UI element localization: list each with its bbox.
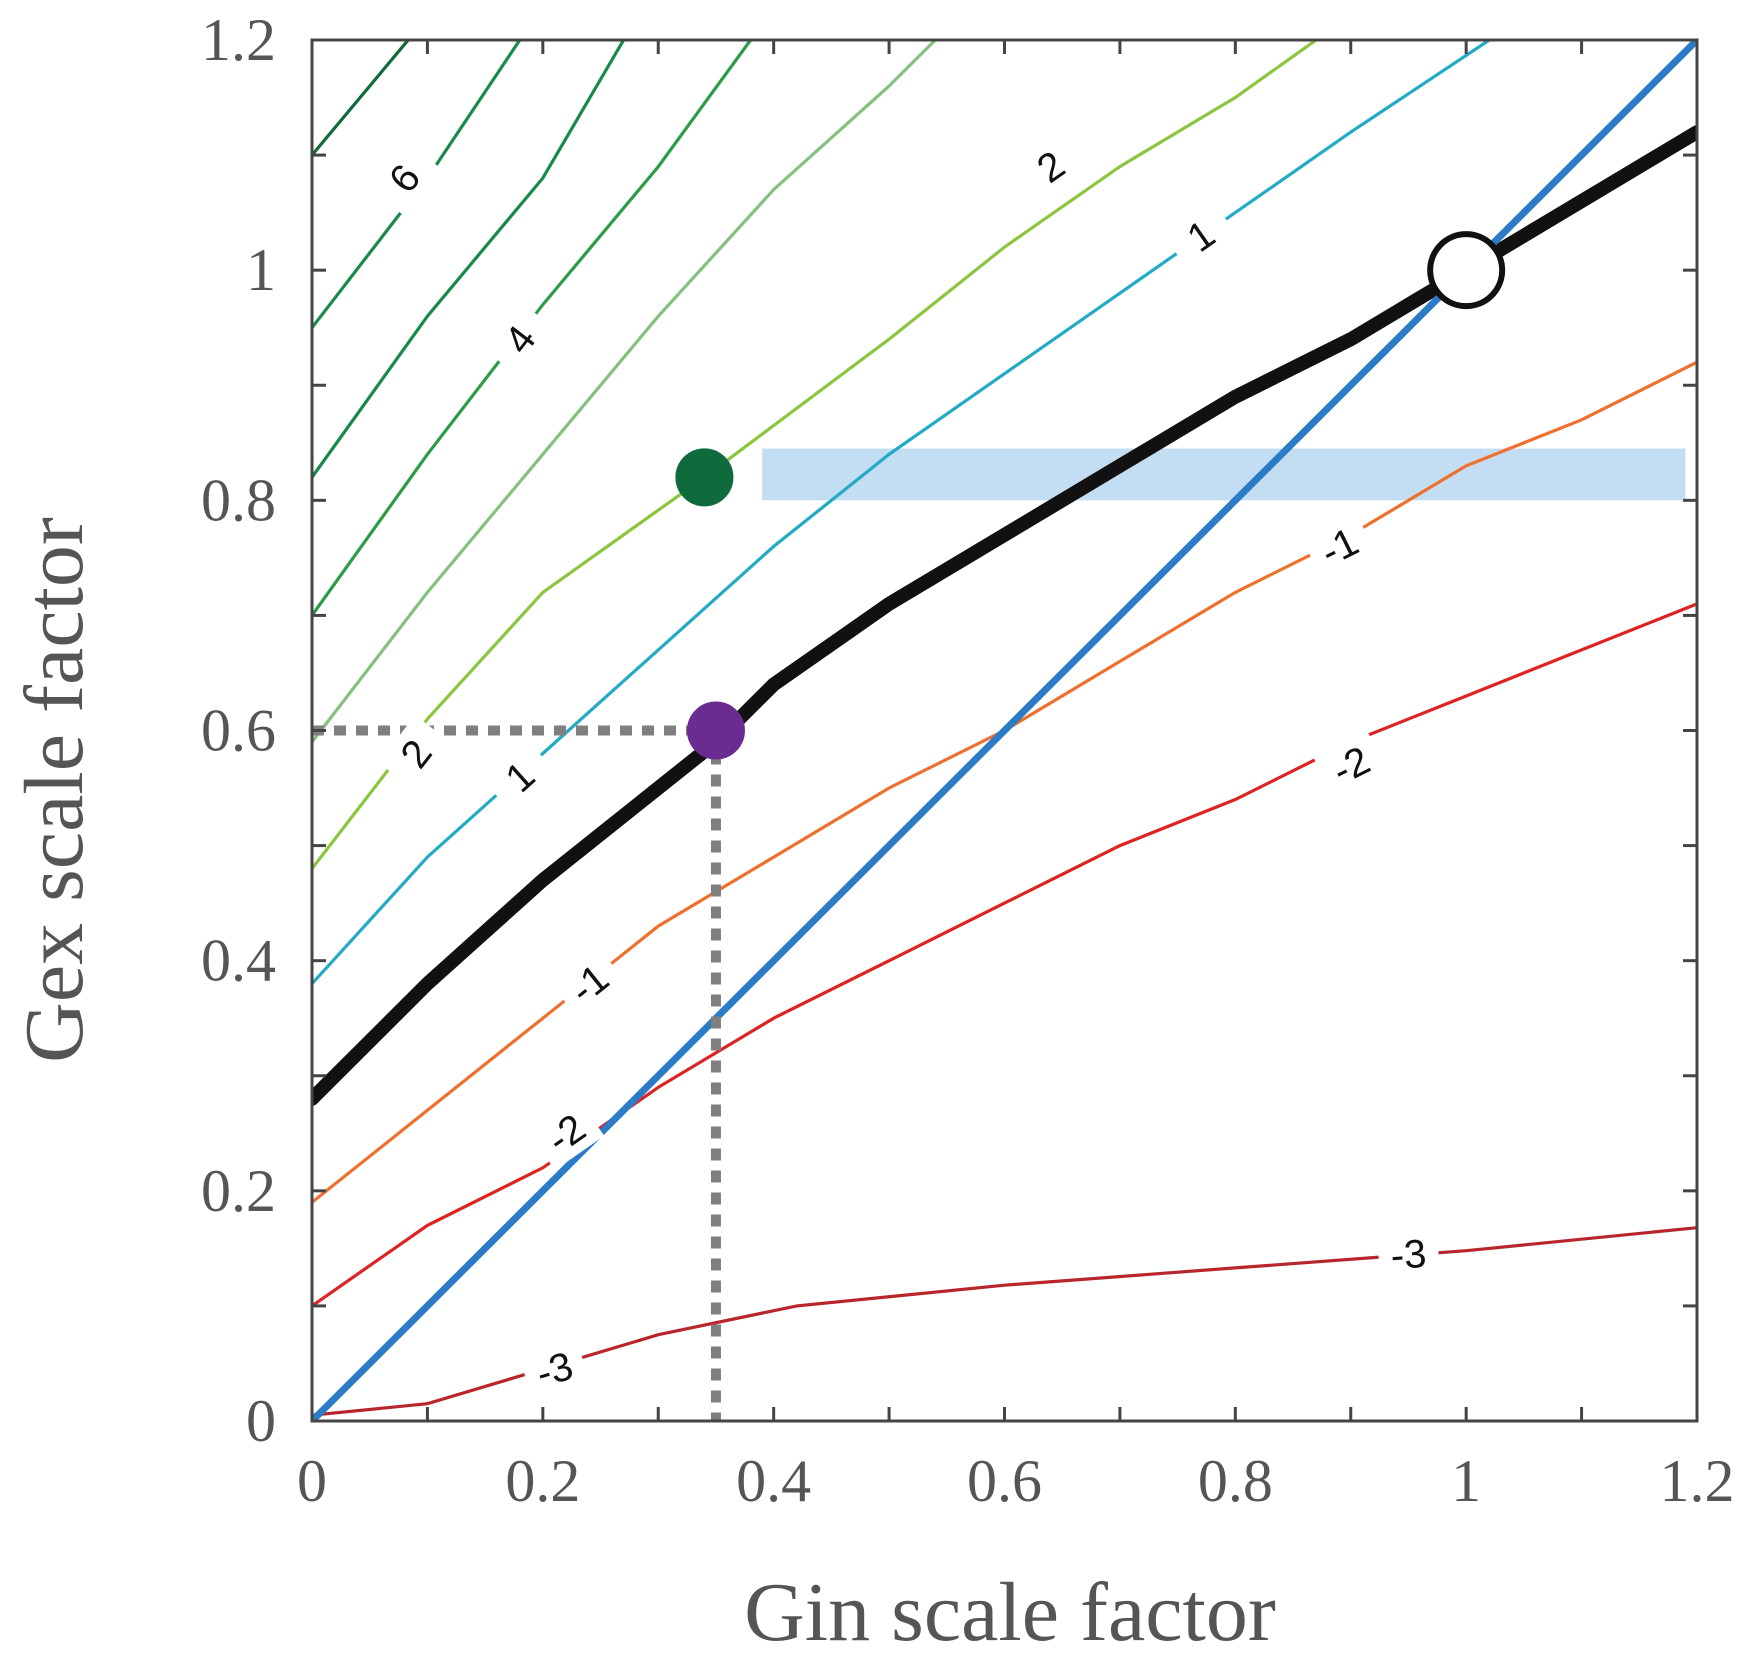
contour-label-bg-6-0 [481, 738, 559, 815]
contour-line-2 [312, 40, 625, 479]
contour-label-bg-7-0 [550, 946, 628, 1022]
x-tick-label-2: 0.4 [736, 1448, 811, 1514]
y-tick-label-2: 0.4 [201, 928, 276, 994]
axes-layer: 0 0.2 0.4 0.6 0.8 1 1.2 0 0.2 0.4 0.6 0.8 1 1.2 [201, 7, 1735, 1514]
y-tick-label-1: 0.2 [201, 1158, 276, 1224]
contour-line-6 [312, 40, 1491, 985]
y-tick-label-4: 0.8 [201, 467, 276, 533]
contour-line-5 [312, 40, 1318, 870]
shaded-band [762, 448, 1686, 501]
purple-marker [686, 701, 745, 760]
x-tick-label-3: 0.6 [967, 1448, 1042, 1514]
y-tick-label-5: 1 [246, 237, 276, 303]
contour-label-bg-3-0 [482, 300, 558, 378]
contour-label-9-1: -3 [1389, 1232, 1428, 1279]
y-axis-title: Gex scale factor [8, 517, 101, 1063]
contour-label-bg-6-1 [1162, 198, 1240, 273]
contour-line-0 [312, 40, 411, 157]
y-tick-label-6: 1.2 [201, 7, 276, 73]
contour-label-bg-5-0 [378, 715, 454, 792]
contour-line-4 [312, 40, 937, 743]
contour-label-bg-1-0 [367, 139, 442, 217]
contour-line-3 [312, 40, 752, 617]
shaded-band-layer [762, 448, 1686, 501]
contour-label-bg-8-0 [527, 1096, 605, 1171]
x-tick-label-1: 0.2 [505, 1448, 580, 1514]
contour-label-bg-8-1 [1313, 730, 1389, 800]
y-tick-label-3: 0.6 [201, 698, 276, 764]
contour-line-9 [312, 1226, 1697, 1417]
contour-label-bg-7-1 [1301, 511, 1377, 582]
x-tick-label-5: 1 [1451, 1448, 1481, 1514]
contour-label-bg-9-1 [1376, 1227, 1441, 1281]
contour-layer [312, 40, 1697, 1417]
x-tick-label-0: 0 [297, 1448, 327, 1514]
x-tick-label-4: 0.8 [1198, 1448, 1273, 1514]
open-circle-marker [1427, 231, 1506, 310]
guide-layer [312, 725, 721, 1421]
contour-label-bg-5-1 [1012, 129, 1090, 204]
marker-layer [675, 231, 1506, 760]
green-marker [675, 448, 734, 507]
contour-label-bg-9-0 [518, 1337, 591, 1401]
x-axis-title: Gin scale factor [744, 1566, 1276, 1658]
contour-line-8 [312, 602, 1697, 1308]
y-tick-label-0: 0 [246, 1388, 276, 1454]
x-tick-label-6: 1.2 [1660, 1448, 1735, 1514]
